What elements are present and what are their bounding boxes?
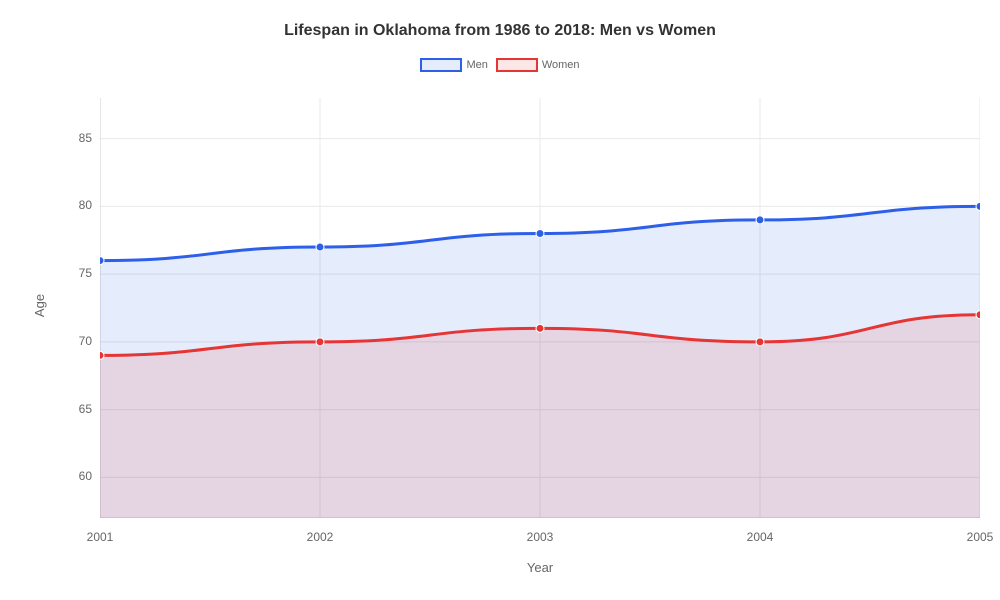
y-axis-label: Age <box>32 294 47 317</box>
legend-item-men[interactable]: Men <box>420 58 487 72</box>
chart-title: Lifespan in Oklahoma from 1986 to 2018: … <box>0 0 1000 40</box>
x-axis-label: Year <box>100 560 980 575</box>
marker-men-0[interactable] <box>100 257 104 265</box>
marker-men-3[interactable] <box>756 216 764 224</box>
marker-women-4[interactable] <box>976 311 980 319</box>
y-tick-85: 85 <box>52 131 92 145</box>
marker-women-0[interactable] <box>100 351 104 359</box>
marker-men-2[interactable] <box>536 229 544 237</box>
y-tick-65: 65 <box>52 402 92 416</box>
legend-swatch-men <box>420 58 462 72</box>
y-tick-80: 80 <box>52 198 92 212</box>
x-tick-2001: 2001 <box>70 530 130 544</box>
chart-svg <box>100 98 980 518</box>
plot-area <box>100 98 980 518</box>
x-tick-2002: 2002 <box>290 530 350 544</box>
legend: Men Women <box>0 58 1000 72</box>
marker-men-4[interactable] <box>976 202 980 210</box>
y-tick-70: 70 <box>52 334 92 348</box>
marker-men-1[interactable] <box>316 243 324 251</box>
legend-item-women[interactable]: Women <box>496 58 580 72</box>
x-tick-2005: 2005 <box>950 530 1000 544</box>
x-tick-2003: 2003 <box>510 530 570 544</box>
marker-women-3[interactable] <box>756 338 764 346</box>
chart-container: Lifespan in Oklahoma from 1986 to 2018: … <box>0 0 1000 600</box>
x-tick-2004: 2004 <box>730 530 790 544</box>
legend-swatch-women <box>496 58 538 72</box>
legend-label-women: Women <box>542 59 580 71</box>
y-tick-60: 60 <box>52 469 92 483</box>
marker-women-2[interactable] <box>536 324 544 332</box>
legend-label-men: Men <box>466 59 487 71</box>
marker-women-1[interactable] <box>316 338 324 346</box>
y-tick-75: 75 <box>52 266 92 280</box>
